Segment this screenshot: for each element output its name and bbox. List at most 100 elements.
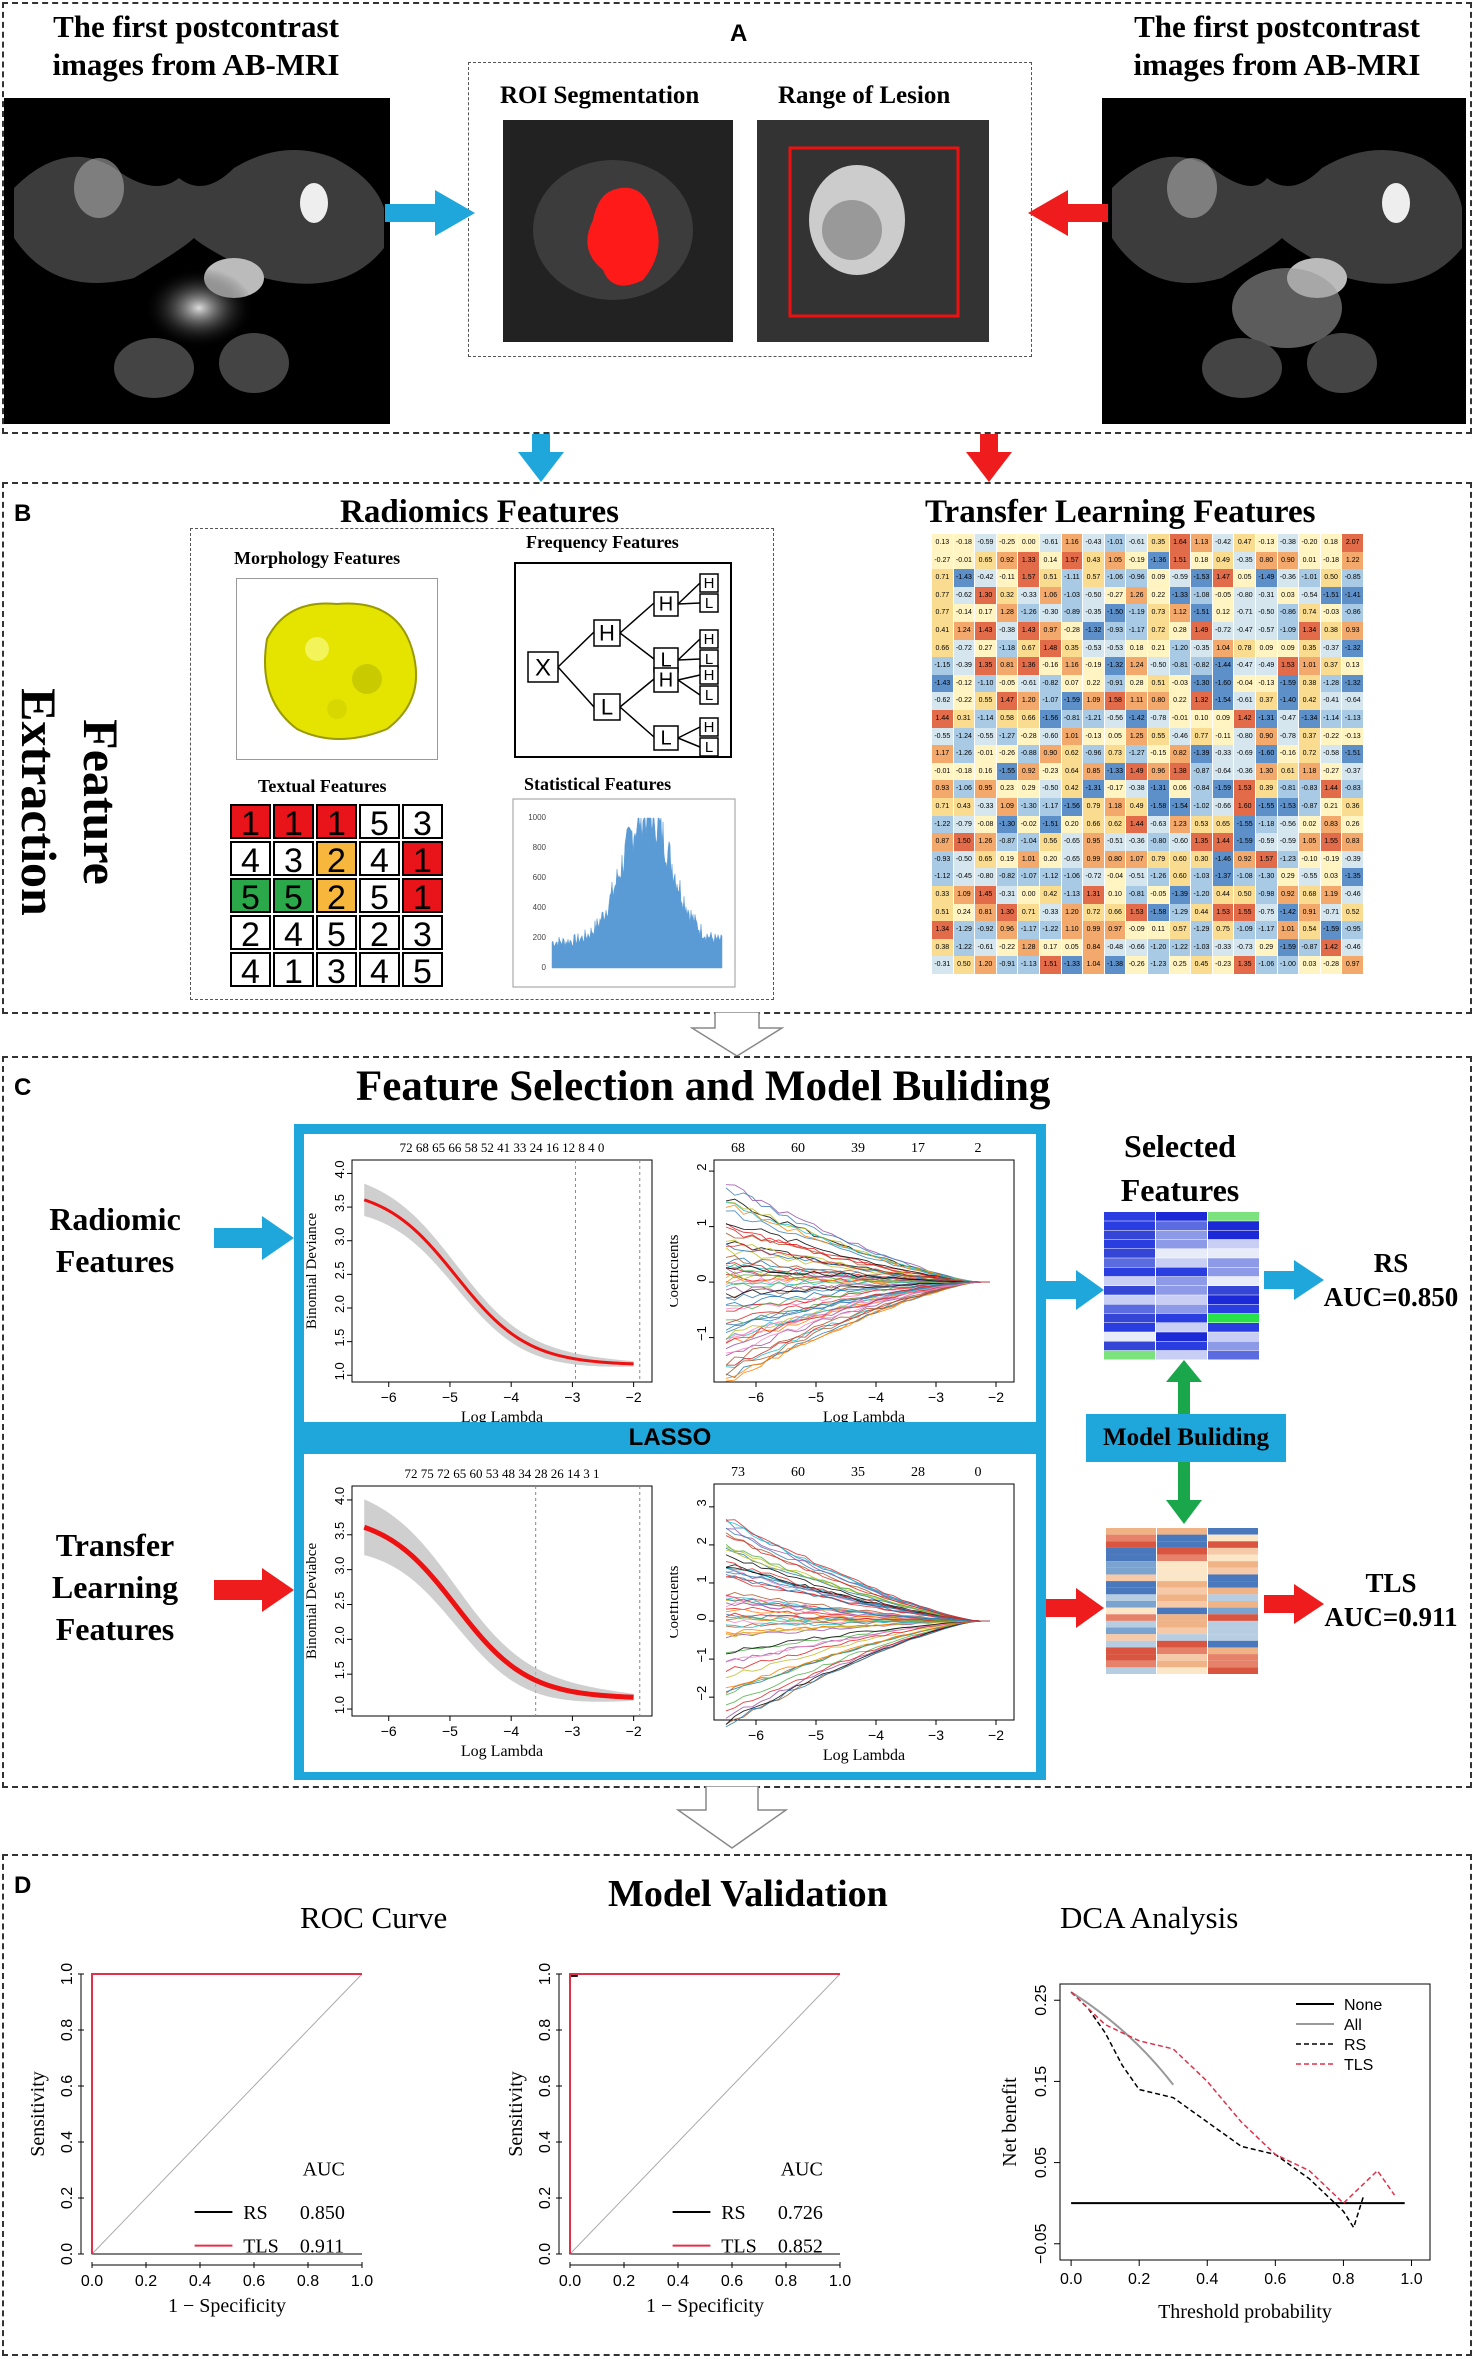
heatmap-cell: -0.57 [1256, 622, 1278, 640]
heatmap-cell: 0.42 [1040, 886, 1062, 904]
heatmap-cell: 1.38 [1169, 762, 1192, 781]
heatmap-cell: -0.63 [1148, 815, 1170, 834]
heatmap-cell: -1.53 [1277, 798, 1300, 816]
heatmap-cell: -1.51 [1342, 745, 1364, 763]
roc-curve-plot-2: 0.0 0.0 0.2 0.2 0.4 0.4 0.6 0.6 0.8 0.8 1.0 1.0 1 − … [505, 1963, 851, 2317]
coef-path [725, 1281, 990, 1310]
selected-feature-cell [1208, 1276, 1259, 1286]
coef-path [725, 1281, 990, 1354]
heatmap-cell: -1.46 [1212, 850, 1235, 869]
selected-features-rs-heatmap [1104, 1212, 1259, 1360]
hist-ytick: 600 [533, 873, 547, 882]
coef-path [725, 1255, 990, 1283]
wavelet-node-label: L [705, 739, 713, 756]
heatmap-cell: -0.72 [1083, 868, 1105, 886]
legend-rs-value: 0.850 [300, 2202, 345, 2224]
heatmap-cell: 0.97 [1040, 622, 1062, 640]
heatmap-cell: 1.01 [1061, 727, 1084, 746]
wavelet-node [653, 591, 679, 617]
heatmap-cell: 1.09 [953, 886, 976, 904]
heatmap-cell: 0.20 [1040, 850, 1062, 869]
heatmap-cell: 0.55 [975, 692, 997, 710]
heatmap-cell: -0.58 [1320, 745, 1343, 763]
top-nonzero-label: 0 [975, 1465, 982, 1480]
y-tick-label: 3 [694, 1499, 709, 1506]
legend-tls-value: 0.911 [300, 2236, 344, 2258]
statistical-label: Statistical Features [524, 774, 672, 794]
heatmap-cell: 0.38 [1320, 622, 1343, 640]
heatmap-cell: -0.50 [1256, 604, 1278, 622]
arrow-down-green [1166, 1462, 1202, 1524]
heatmap-cell: 1.30 [975, 586, 997, 605]
texture-cell: 5 [230, 878, 271, 916]
heatmap-cell: -0.33 [975, 798, 997, 816]
radiomics-box [190, 528, 774, 1000]
heatmap-cell: -0.87 [1299, 938, 1321, 957]
heatmap-cell: 1.34 [1299, 622, 1321, 640]
heatmap-cell: 0.72 [1083, 903, 1105, 922]
heatmap-cell: 1.42 [1320, 938, 1343, 957]
selected-feature-cell [1106, 1528, 1156, 1535]
wavelet-edge [619, 706, 655, 738]
texture-cell: 5 [359, 804, 400, 842]
wavelet-edge [677, 638, 701, 661]
plot-frame [351, 1485, 653, 1717]
heatmap-cell: -0.96 [1083, 745, 1105, 763]
tl-title: Transfer Learning Features [925, 494, 1316, 530]
feature-extraction-title: Feature Extraction [11, 688, 129, 916]
heatmap-cell: -0.28 [1320, 956, 1343, 974]
heatmap-cell: -0.13 [1256, 534, 1278, 552]
selected-feature-cell [1156, 1295, 1207, 1304]
heatmap-cell: -1.24 [953, 727, 976, 746]
heatmap-cell: 0.05 [1234, 569, 1256, 587]
heatmap-cell: 0.10 [1104, 886, 1127, 904]
heatmap-cell: -0.80 [975, 868, 997, 886]
heatmap-cell: 0.78 [1234, 639, 1256, 658]
selected-feature-cell [1208, 1286, 1259, 1295]
tl-features-label: Transfer Learning Features [51, 1527, 179, 1647]
heatmap-cell: -1.17 [1126, 622, 1148, 640]
heatmap-cell: 0.25 [1169, 956, 1192, 974]
heatmap-cell: -0.03 [1169, 674, 1192, 693]
y-tick-label: 3.0 [332, 1557, 347, 1575]
top-nonzero-label: 35 [851, 1465, 865, 1480]
heatmap-cell: -0.81 [1169, 657, 1192, 675]
heatmap-cell: -1.13 [1018, 956, 1040, 974]
heatmap-cell: 0.74 [1299, 604, 1321, 622]
y-tick-label: −1 [694, 1326, 709, 1341]
roc-curve-tls [91, 1973, 362, 2254]
heatmap-cell: 1.01 [1277, 921, 1300, 939]
heatmap-cell: -0.19 [1083, 657, 1105, 675]
arrow-tl-in [214, 1568, 294, 1612]
heatmap-cell: -1.56 [1061, 798, 1084, 816]
heatmap-cell: -0.33 [1212, 745, 1235, 763]
hist-ytick: 400 [533, 903, 547, 912]
selected-feature-cell [1157, 1554, 1207, 1562]
selected-feature-cell [1208, 1323, 1259, 1332]
arrow-to-tls [1264, 1584, 1324, 1624]
heatmap-cell: -1.55 [1234, 815, 1256, 834]
selected-feature-cell [1106, 1607, 1156, 1615]
heatmap-cell: -1.07 [1040, 692, 1062, 710]
heatmap-cell: 0.21 [1148, 639, 1170, 658]
heatmap-cell: 0.82 [1169, 745, 1192, 763]
heatmap-cell: 0.68 [1299, 886, 1321, 904]
heatmap-cell: -1.28 [1320, 674, 1343, 693]
heatmap-cell: -0.47 [1234, 657, 1256, 675]
y-axis-label: Binomial Deviance [304, 1213, 320, 1330]
heatmap-cell: -0.33 [1212, 938, 1235, 957]
heatmap-cell: -0.27 [932, 551, 954, 570]
heatmap-cell: -0.09 [1126, 921, 1148, 939]
heatmap-cell: -0.56 [1277, 815, 1300, 834]
right-caption: The first postcontrast images from AB-MR… [1133, 9, 1421, 82]
heatmap-cell: 0.35 [1299, 639, 1321, 658]
heatmap-cell: 0.41 [932, 622, 954, 640]
heatmap-cell: -0.89 [1061, 604, 1084, 622]
selected-feature-cell [1106, 1627, 1156, 1635]
mri-image-right [1102, 98, 1466, 424]
heatmap-cell: 0.90 [1040, 745, 1062, 763]
x-tick-label: −4 [503, 1723, 519, 1739]
x-tick-label: 0.0 [1060, 2271, 1082, 2288]
heatmap-cell: -0.18 [953, 762, 976, 781]
